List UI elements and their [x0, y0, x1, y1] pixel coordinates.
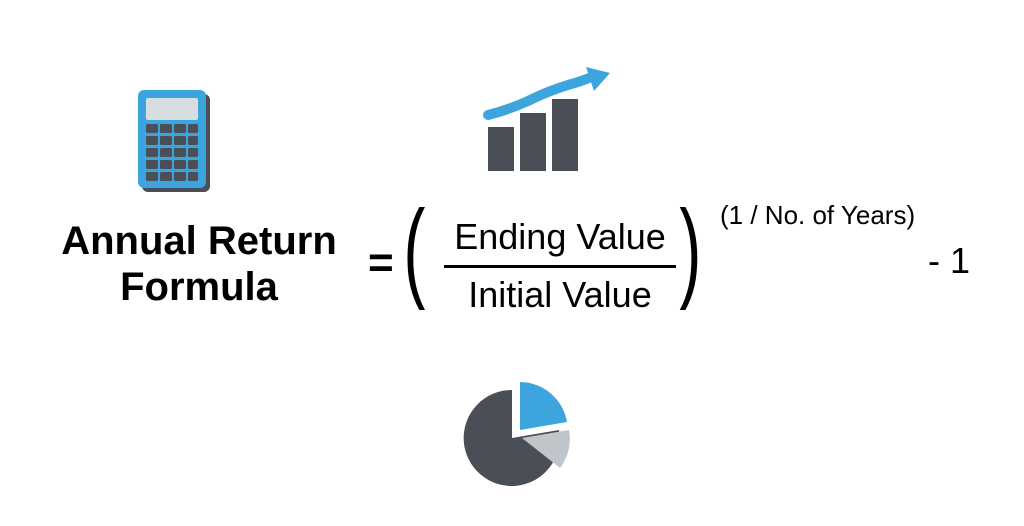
equals-sign: =: [368, 238, 394, 288]
pie-chart-icon: [460, 380, 580, 495]
right-parenthesis: ): [679, 186, 701, 313]
denominator: Initial Value: [440, 272, 680, 319]
exponent: (1 / No. of Years): [720, 200, 915, 231]
formula-title-line1: Annual Return: [44, 218, 354, 264]
growth-chart-icon: [478, 65, 618, 180]
formula-title: Annual Return Formula: [44, 218, 354, 310]
fraction: Ending Value Initial Value: [440, 214, 680, 319]
fraction-bar: [444, 265, 676, 268]
formula-title-line2: Formula: [44, 264, 354, 310]
left-parenthesis: (: [403, 186, 425, 313]
calculator-icon: [138, 90, 214, 201]
numerator: Ending Value: [440, 214, 680, 261]
suffix: - 1: [928, 240, 970, 282]
formula-infographic: Annual Return Formula = ( Ending Value I…: [0, 0, 1024, 526]
